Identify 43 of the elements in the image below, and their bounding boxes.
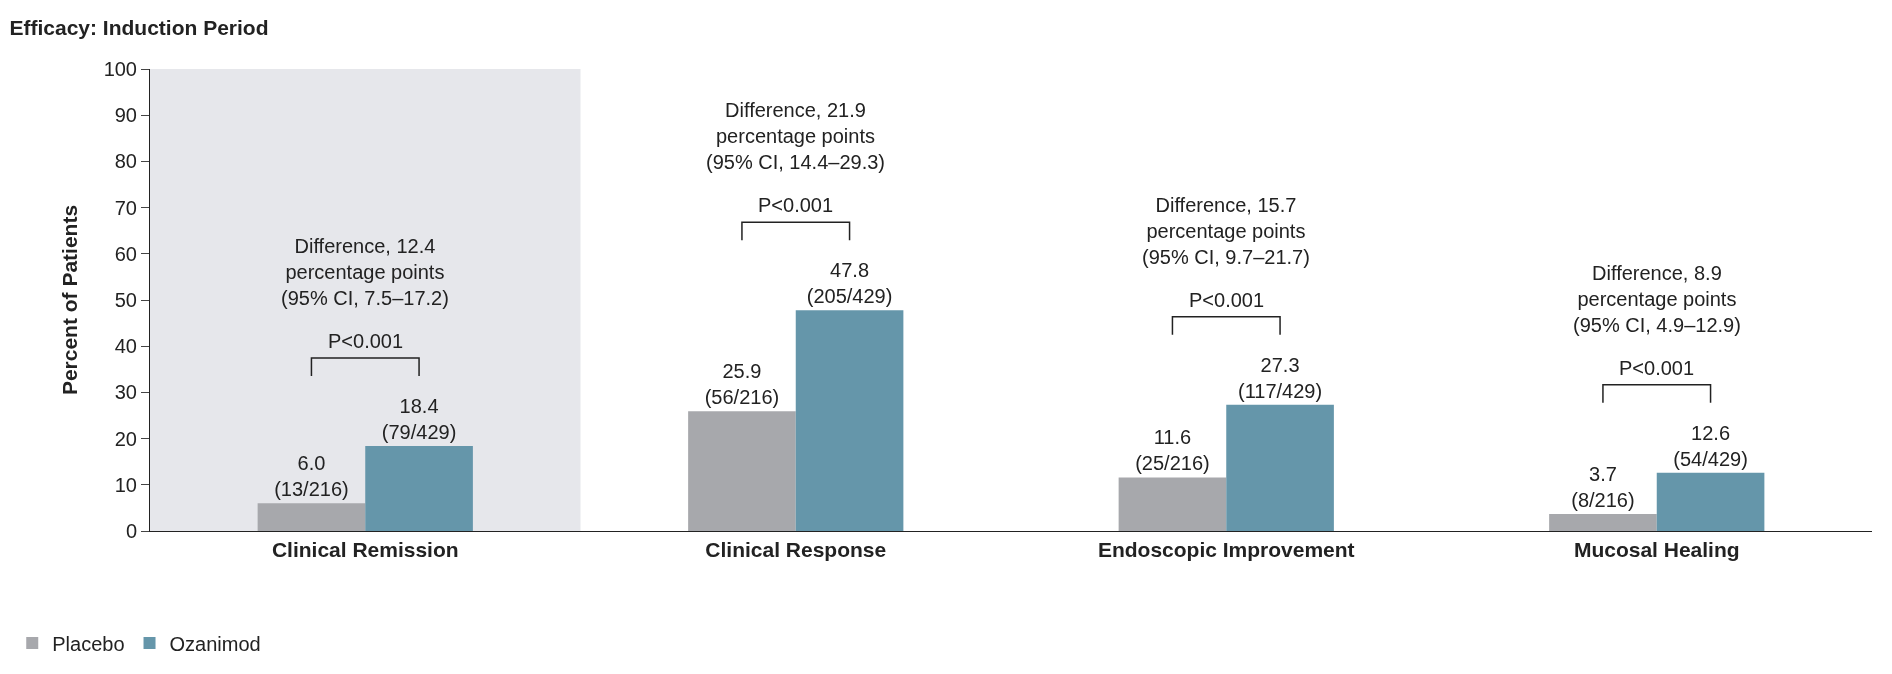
- data-label: 12.6 (54/429): [1673, 421, 1748, 470]
- y-tick-label: 0: [125, 520, 137, 542]
- annotation: Difference, 21.9 percentage points (95% CI, 14.4–29.3): [706, 99, 885, 173]
- annotation: P<0.001: [328, 330, 404, 352]
- y-tick-label: 40: [114, 335, 137, 358]
- x-tick-label: Clinical Remission: [271, 538, 459, 562]
- data-label: 25.9 (56/216): [704, 360, 780, 409]
- annotation: P<0.001: [1619, 357, 1695, 379]
- x-tick-label: Mucosal Healing: [1573, 538, 1740, 562]
- legend-label: Ozanimod: [169, 632, 261, 655]
- x-tick-label: Endoscopic Improvement: [1097, 538, 1355, 562]
- y-tick-label: 50: [114, 289, 137, 311]
- y-tick-label: 90: [114, 104, 137, 127]
- y-tick-label: 80: [114, 150, 137, 173]
- annotation: Difference, 12.4 percentage points (95% CI, 7.5–17.2): [281, 235, 449, 309]
- data-label: 18.4 (79/429): [381, 394, 457, 443]
- y-axis-title: Percent of Patients: [57, 204, 81, 396]
- bar: [365, 445, 473, 531]
- bar: [1118, 477, 1227, 531]
- data-label: 6.0 (13/216): [274, 452, 349, 501]
- data-label: 27.3 (117/429): [1237, 353, 1323, 402]
- annotation: P<0.001: [1189, 289, 1265, 311]
- y-tick-label: 30: [114, 381, 137, 404]
- data-label: 47.8 (205/429): [806, 259, 893, 308]
- bar: [1549, 513, 1657, 531]
- data-label: 3.7 (8/216): [1571, 462, 1635, 511]
- y-tick-label: 60: [114, 242, 137, 265]
- bar: [1656, 472, 1765, 531]
- y-tick-label: 70: [114, 196, 137, 219]
- x-tick-label: Clinical Response: [705, 538, 887, 562]
- y-tick-label: 20: [114, 427, 137, 450]
- data-label: 11.6 (25/216): [1135, 426, 1210, 475]
- bar: [795, 310, 904, 531]
- annotation: Difference, 15.7 percentage points (95% CI, 9.7–21.7): [1142, 194, 1310, 268]
- annotation: Difference, 8.9 percentage points (95% CI, 4.9–12.9): [1573, 262, 1741, 336]
- bar: [257, 503, 366, 531]
- bar: [1226, 404, 1334, 531]
- annotation: P<0.001: [758, 194, 834, 216]
- y-tick-label: 10: [114, 473, 137, 496]
- bar: [688, 411, 796, 531]
- chart-title: Efficacy: Induction Period: [9, 15, 269, 39]
- y-tick-label: 100: [103, 58, 137, 80]
- legend-label: Placebo: [52, 632, 125, 655]
